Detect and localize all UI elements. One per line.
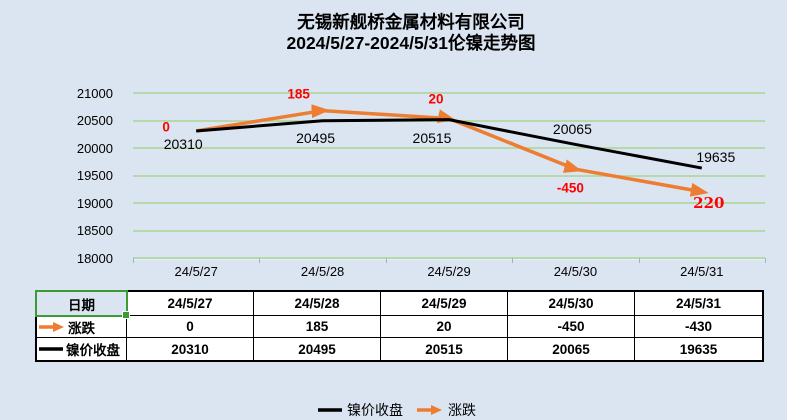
y-axis-label: 18500 xyxy=(76,223,113,238)
data-label: 20515 xyxy=(412,129,452,146)
table-cell[interactable]: 20310 xyxy=(127,338,254,360)
table-header-date-cell[interactable]: 日期 xyxy=(35,290,130,319)
gridline xyxy=(133,257,765,259)
row-label-text: 镍价收盘 xyxy=(66,343,120,358)
canvas: { "title": { "line1": "无锡新舰桥金属材料有限公司", "… xyxy=(35,12,766,418)
line-series-icon xyxy=(39,347,63,351)
gridline xyxy=(133,202,765,204)
data-label: 20 xyxy=(428,91,444,107)
table-cell[interactable]: 20495 xyxy=(254,338,381,360)
table-cell[interactable]: 20515 xyxy=(381,338,508,360)
line-series-icon xyxy=(318,408,342,412)
table-cell[interactable]: 0 xyxy=(127,316,254,338)
data-label: 20495 xyxy=(296,129,336,146)
y-axis-label: 18000 xyxy=(76,250,113,266)
data-label: 19635 xyxy=(696,149,736,166)
table-cell[interactable]: 185 xyxy=(254,316,381,338)
gridline xyxy=(133,92,765,94)
gridline xyxy=(133,229,765,232)
table-header-cell[interactable]: 24/5/28 xyxy=(254,292,381,316)
legend-item[interactable]: 涨跌 xyxy=(417,400,476,420)
chart-title: 无锡新舰桥金属材料有限公司 2024/5/27-2024/5/31伦镍走势图 xyxy=(286,12,535,54)
up-down-arrow-icon xyxy=(417,405,442,415)
chart-title-line-2: 2024/5/27-2024/5/31伦镍走势图 xyxy=(286,33,536,53)
chart-title-line-1: 无锡新舰桥金属材料有限公司 xyxy=(297,12,525,32)
data-label: 0 xyxy=(162,119,170,135)
table-header-cell[interactable]: 24/5/31 xyxy=(635,292,762,316)
legend-item-label: 镍价收盘 xyxy=(347,402,403,418)
y-axis-label: 20500 xyxy=(76,113,113,128)
x-axis-tick xyxy=(765,258,766,263)
x-axis-label: 24/5/27 xyxy=(174,264,218,279)
change-series-line xyxy=(195,104,709,197)
plot-svg xyxy=(195,104,709,197)
x-axis-tick xyxy=(259,258,261,263)
up-down-arrow-icon xyxy=(39,321,64,332)
legend-item-label: 涨跌 xyxy=(448,402,476,418)
x-axis-tick xyxy=(638,258,640,263)
x-axis-label: 24/5/29 xyxy=(427,264,471,279)
table-cell[interactable]: 20065 xyxy=(508,338,635,360)
data-table: 日期 24/5/27 24/5/28 24/5/29 24/5/30 24/5/31 涨跌 0… xyxy=(35,290,764,362)
data-label: -450 xyxy=(556,180,584,196)
table-cell[interactable]: 19635 xyxy=(635,338,762,360)
row-label-text: 涨跌 xyxy=(68,320,95,336)
x-axis-label: 24/5/30 xyxy=(553,264,598,279)
chart-legend: 镍价收盘 涨跌 xyxy=(318,400,476,420)
x-axis-label: 24/5/31 xyxy=(680,264,724,279)
table-cell[interactable]: -430 xyxy=(635,316,762,338)
y-axis-label: 19500 xyxy=(76,168,113,183)
row-label-cell[interactable]: 镍价收盘 xyxy=(37,338,127,360)
table-header-cell[interactable]: 24/5/29 xyxy=(381,292,508,316)
y-axis-label: 19000 xyxy=(76,195,113,211)
data-label: 185 xyxy=(287,86,310,102)
x-axis-tick xyxy=(385,258,387,263)
table-cell[interactable]: 20 xyxy=(381,316,508,338)
price-series-line xyxy=(196,118,703,170)
data-label: 20310 xyxy=(163,135,203,152)
table-cell[interactable]: -450 xyxy=(508,316,635,338)
x-axis-line xyxy=(133,258,765,260)
y-axis-label: 21000 xyxy=(76,85,113,101)
data-label: 20065 xyxy=(552,121,592,138)
y-axis-label: 20000 xyxy=(76,140,113,156)
row-label-cell[interactable]: 涨跌 xyxy=(37,316,127,338)
data-label: 220 xyxy=(693,193,725,212)
x-axis-tick xyxy=(133,258,134,263)
x-axis-tick xyxy=(512,258,514,263)
x-axis-label: 24/5/28 xyxy=(300,264,345,279)
table-header-cell[interactable]: 24/5/27 xyxy=(127,292,254,316)
legend-item[interactable]: 镍价收盘 xyxy=(318,400,403,420)
table-header-cell[interactable]: 24/5/30 xyxy=(508,292,635,316)
